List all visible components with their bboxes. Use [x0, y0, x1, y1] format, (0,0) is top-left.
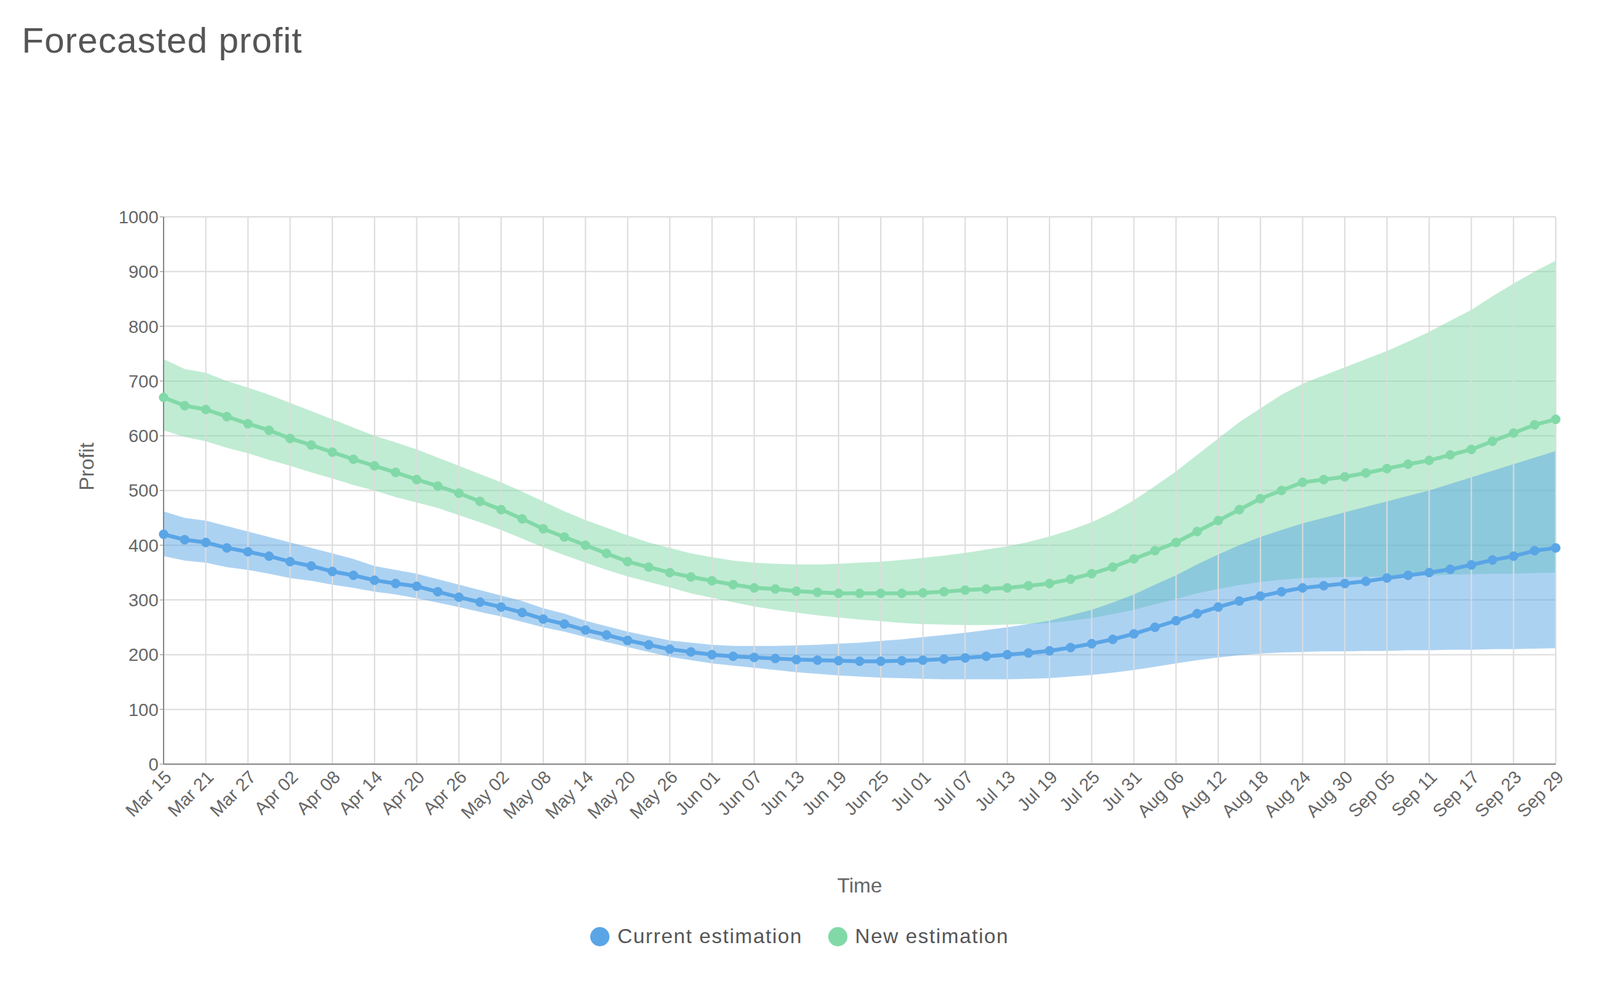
- svg-text:0: 0: [148, 754, 159, 775]
- svg-text:Jul 01: Jul 01: [886, 766, 935, 815]
- svg-text:Jul 19: Jul 19: [1012, 766, 1062, 815]
- svg-text:Jul 25: Jul 25: [1055, 766, 1104, 815]
- svg-text:Sep 17: Sep 17: [1428, 766, 1484, 822]
- svg-text:Profit: Profit: [75, 442, 99, 491]
- svg-text:Sep 29: Sep 29: [1513, 766, 1568, 822]
- svg-text:Time: Time: [837, 873, 883, 897]
- svg-text:Apr 08: Apr 08: [292, 766, 344, 818]
- svg-text:May 02: May 02: [457, 766, 513, 823]
- svg-text:800: 800: [128, 316, 159, 337]
- svg-text:Jun 13: Jun 13: [755, 766, 808, 819]
- svg-text:700: 700: [128, 371, 159, 392]
- svg-text:Sep 23: Sep 23: [1471, 766, 1526, 822]
- svg-text:Jun 07: Jun 07: [714, 766, 766, 819]
- svg-text:300: 300: [128, 590, 159, 611]
- svg-text:Jun 19: Jun 19: [798, 766, 851, 819]
- svg-text:400: 400: [128, 535, 159, 556]
- svg-text:May 14: May 14: [541, 766, 598, 823]
- svg-text:Aug 06: Aug 06: [1133, 766, 1189, 822]
- svg-text:200: 200: [128, 644, 159, 665]
- svg-text:Aug 18: Aug 18: [1217, 766, 1273, 822]
- svg-text:900: 900: [128, 261, 159, 282]
- svg-text:Jun 01: Jun 01: [671, 766, 724, 819]
- svg-text:Aug 30: Aug 30: [1302, 766, 1357, 822]
- svg-text:Mar 27: Mar 27: [205, 766, 260, 821]
- svg-text:Jul 31: Jul 31: [1097, 766, 1146, 815]
- svg-text:May 26: May 26: [626, 766, 682, 823]
- svg-text:Sep 05: Sep 05: [1344, 766, 1400, 822]
- svg-text:Sep 11: Sep 11: [1387, 766, 1441, 820]
- svg-text:100: 100: [128, 699, 159, 720]
- html-text:Forecasted profit: Forecasted profit: [21, 19, 303, 61]
- svg-text:Apr 20: Apr 20: [377, 766, 429, 818]
- svg-text:Aug 24: Aug 24: [1259, 766, 1315, 822]
- html-text:New estimation: New estimation: [855, 924, 1009, 948]
- svg-text:Jul 07: Jul 07: [928, 766, 978, 815]
- svg-text:Aug 12: Aug 12: [1175, 766, 1231, 822]
- svg-text:Jul 13: Jul 13: [971, 766, 1020, 815]
- svg-text:Apr 14: Apr 14: [334, 766, 387, 818]
- svg-text:Mar 15: Mar 15: [121, 766, 176, 821]
- svg-text:500: 500: [128, 480, 159, 501]
- svg-text:1000: 1000: [118, 207, 159, 228]
- svg-text:May 20: May 20: [583, 766, 640, 823]
- svg-text:May 08: May 08: [499, 766, 555, 823]
- svg-text:Apr 02: Apr 02: [250, 766, 302, 818]
- svg-text:Jun 25: Jun 25: [840, 766, 893, 819]
- svg-text:Apr 26: Apr 26: [419, 766, 471, 819]
- svg-text:Mar 21: Mar 21: [164, 766, 219, 821]
- html-text:Current estimation: Current estimation: [617, 924, 803, 948]
- svg-text:600: 600: [128, 425, 159, 446]
